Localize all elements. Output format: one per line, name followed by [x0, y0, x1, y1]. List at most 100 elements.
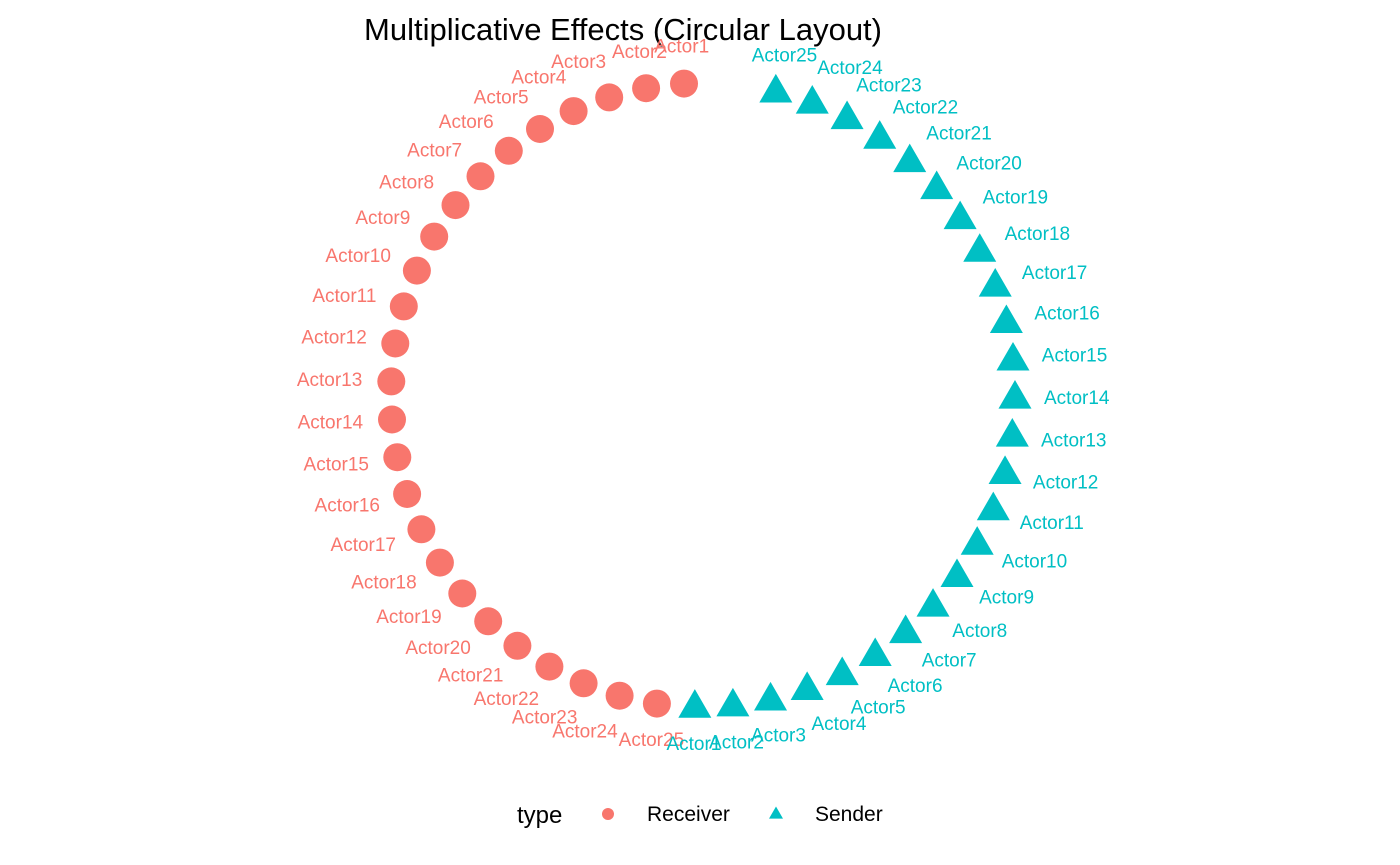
receiver-label-actor4: Actor4 [511, 67, 566, 88]
sender-node-actor3 [754, 681, 788, 711]
sender-node-actor20 [920, 170, 954, 200]
sender-node-actor19 [943, 200, 977, 230]
receiver-node-actor14 [378, 405, 406, 434]
receiver-label-actor23: Actor23 [512, 707, 577, 728]
sender-node-actor6 [858, 637, 892, 667]
receiver-node-actor3 [595, 83, 624, 112]
sender-node-actor7 [889, 614, 923, 644]
sender-node-actor25 [759, 73, 793, 103]
receiver-label-actor3: Actor3 [551, 52, 606, 73]
receiver-node-actor11 [389, 292, 418, 321]
sender-node-actor9 [940, 558, 974, 588]
sender-node-actor10 [960, 526, 994, 555]
sender-node-actor18 [963, 233, 997, 262]
receiver-label-actor10: Actor10 [325, 246, 390, 267]
receiver-label-actor7: Actor7 [407, 140, 462, 161]
sender-label-actor7: Actor7 [922, 650, 977, 671]
sender-label-actor10: Actor10 [1002, 552, 1067, 573]
sender-node-actor5 [825, 656, 859, 686]
legend-label-sender: Sender [815, 803, 883, 826]
receiver-label-actor15: Actor15 [304, 455, 369, 476]
sender-label-actor14: Actor14 [1044, 388, 1110, 409]
receiver-label-actor11: Actor11 [312, 286, 376, 307]
legend-key-receiver [602, 808, 614, 820]
sender-node-actor22 [863, 120, 897, 149]
sender-label-actor17: Actor17 [1022, 263, 1087, 284]
receiver-node-actor24 [605, 681, 634, 710]
sender-label-actor9: Actor9 [979, 588, 1034, 609]
chart-title: Multiplicative Effects (Circular Layout) [364, 12, 882, 47]
receiver-label-actor16: Actor16 [315, 496, 380, 517]
sender-label-actor8: Actor8 [952, 621, 1007, 642]
sender-node-actor15 [996, 341, 1030, 371]
receiver-label-actor17: Actor17 [331, 535, 396, 556]
nodes-layer: Actor1Actor2Actor3Actor4Actor5Actor6Acto… [297, 37, 1110, 755]
receiver-label-actor22: Actor22 [474, 689, 539, 710]
legend-label-receiver: Receiver [647, 803, 730, 826]
receiver-node-actor4 [559, 97, 588, 126]
sender-node-actor13 [995, 418, 1029, 447]
receiver-node-actor21 [503, 631, 532, 660]
sender-node-actor8 [916, 588, 950, 617]
receiver-node-actor15 [383, 443, 412, 472]
sender-label-actor6: Actor6 [888, 676, 943, 697]
receiver-label-actor21: Actor21 [438, 666, 503, 687]
receiver-label-actor18: Actor18 [351, 573, 416, 594]
receiver-label-actor19: Actor19 [376, 607, 441, 628]
sender-label-actor13: Actor13 [1041, 431, 1106, 452]
receiver-label-actor1: Actor1 [654, 37, 709, 58]
receiver-node-actor10 [402, 256, 431, 285]
sender-label-actor16: Actor16 [1034, 304, 1099, 325]
receiver-label-actor2: Actor2 [612, 42, 667, 63]
receiver-node-actor12 [381, 329, 410, 358]
sender-label-actor18: Actor18 [1005, 224, 1070, 245]
sender-node-actor17 [978, 268, 1012, 297]
receiver-label-actor14: Actor14 [298, 412, 364, 433]
receiver-node-actor17 [407, 515, 436, 544]
receiver-node-actor22 [535, 652, 564, 681]
receiver-node-actor5 [526, 115, 554, 143]
receiver-label-actor25: Actor25 [619, 730, 684, 751]
receiver-node-actor6 [494, 136, 523, 165]
sender-label-actor19: Actor19 [983, 187, 1048, 208]
receiver-node-actor16 [393, 480, 422, 508]
receiver-label-actor24: Actor24 [552, 721, 618, 742]
receiver-node-actor1 [670, 69, 698, 98]
sender-label-actor12: Actor12 [1033, 472, 1098, 493]
legend: type Receiver Sender [517, 802, 883, 829]
receiver-label-actor8: Actor8 [379, 173, 434, 194]
sender-label-actor11: Actor11 [1020, 513, 1084, 534]
sender-node-actor2 [716, 687, 750, 717]
sender-node-actor4 [790, 671, 824, 700]
receiver-node-actor8 [441, 191, 470, 220]
receiver-label-actor20: Actor20 [405, 638, 470, 659]
sender-label-actor24: Actor24 [817, 58, 883, 79]
receiver-node-actor19 [448, 579, 477, 608]
receiver-label-actor12: Actor12 [301, 327, 366, 348]
sender-label-actor5: Actor5 [851, 697, 906, 718]
sender-label-actor3: Actor3 [751, 726, 806, 747]
sender-node-actor1 [678, 689, 712, 718]
sender-node-actor12 [988, 455, 1022, 484]
receiver-label-actor9: Actor9 [355, 208, 410, 229]
sender-label-actor20: Actor20 [956, 154, 1021, 175]
receiver-label-actor13: Actor13 [297, 370, 362, 391]
sender-label-actor25: Actor25 [752, 46, 817, 67]
sender-label-actor15: Actor15 [1042, 346, 1107, 367]
sender-label-actor4: Actor4 [812, 714, 867, 735]
receiver-node-actor18 [425, 548, 454, 577]
receiver-node-actor9 [420, 222, 449, 251]
receiver-label-actor5: Actor5 [474, 87, 529, 108]
sender-label-actor2: Actor2 [709, 732, 764, 753]
sender-label-actor22: Actor22 [893, 97, 958, 118]
sender-node-actor21 [893, 143, 927, 173]
sender-node-actor23 [830, 100, 864, 130]
receiver-node-actor2 [632, 74, 661, 103]
legend-title: type [517, 802, 562, 829]
sender-label-actor1: Actor1 [666, 734, 721, 755]
sender-node-actor14 [998, 380, 1032, 409]
sender-node-actor16 [989, 304, 1023, 334]
receiver-node-actor20 [474, 607, 503, 636]
